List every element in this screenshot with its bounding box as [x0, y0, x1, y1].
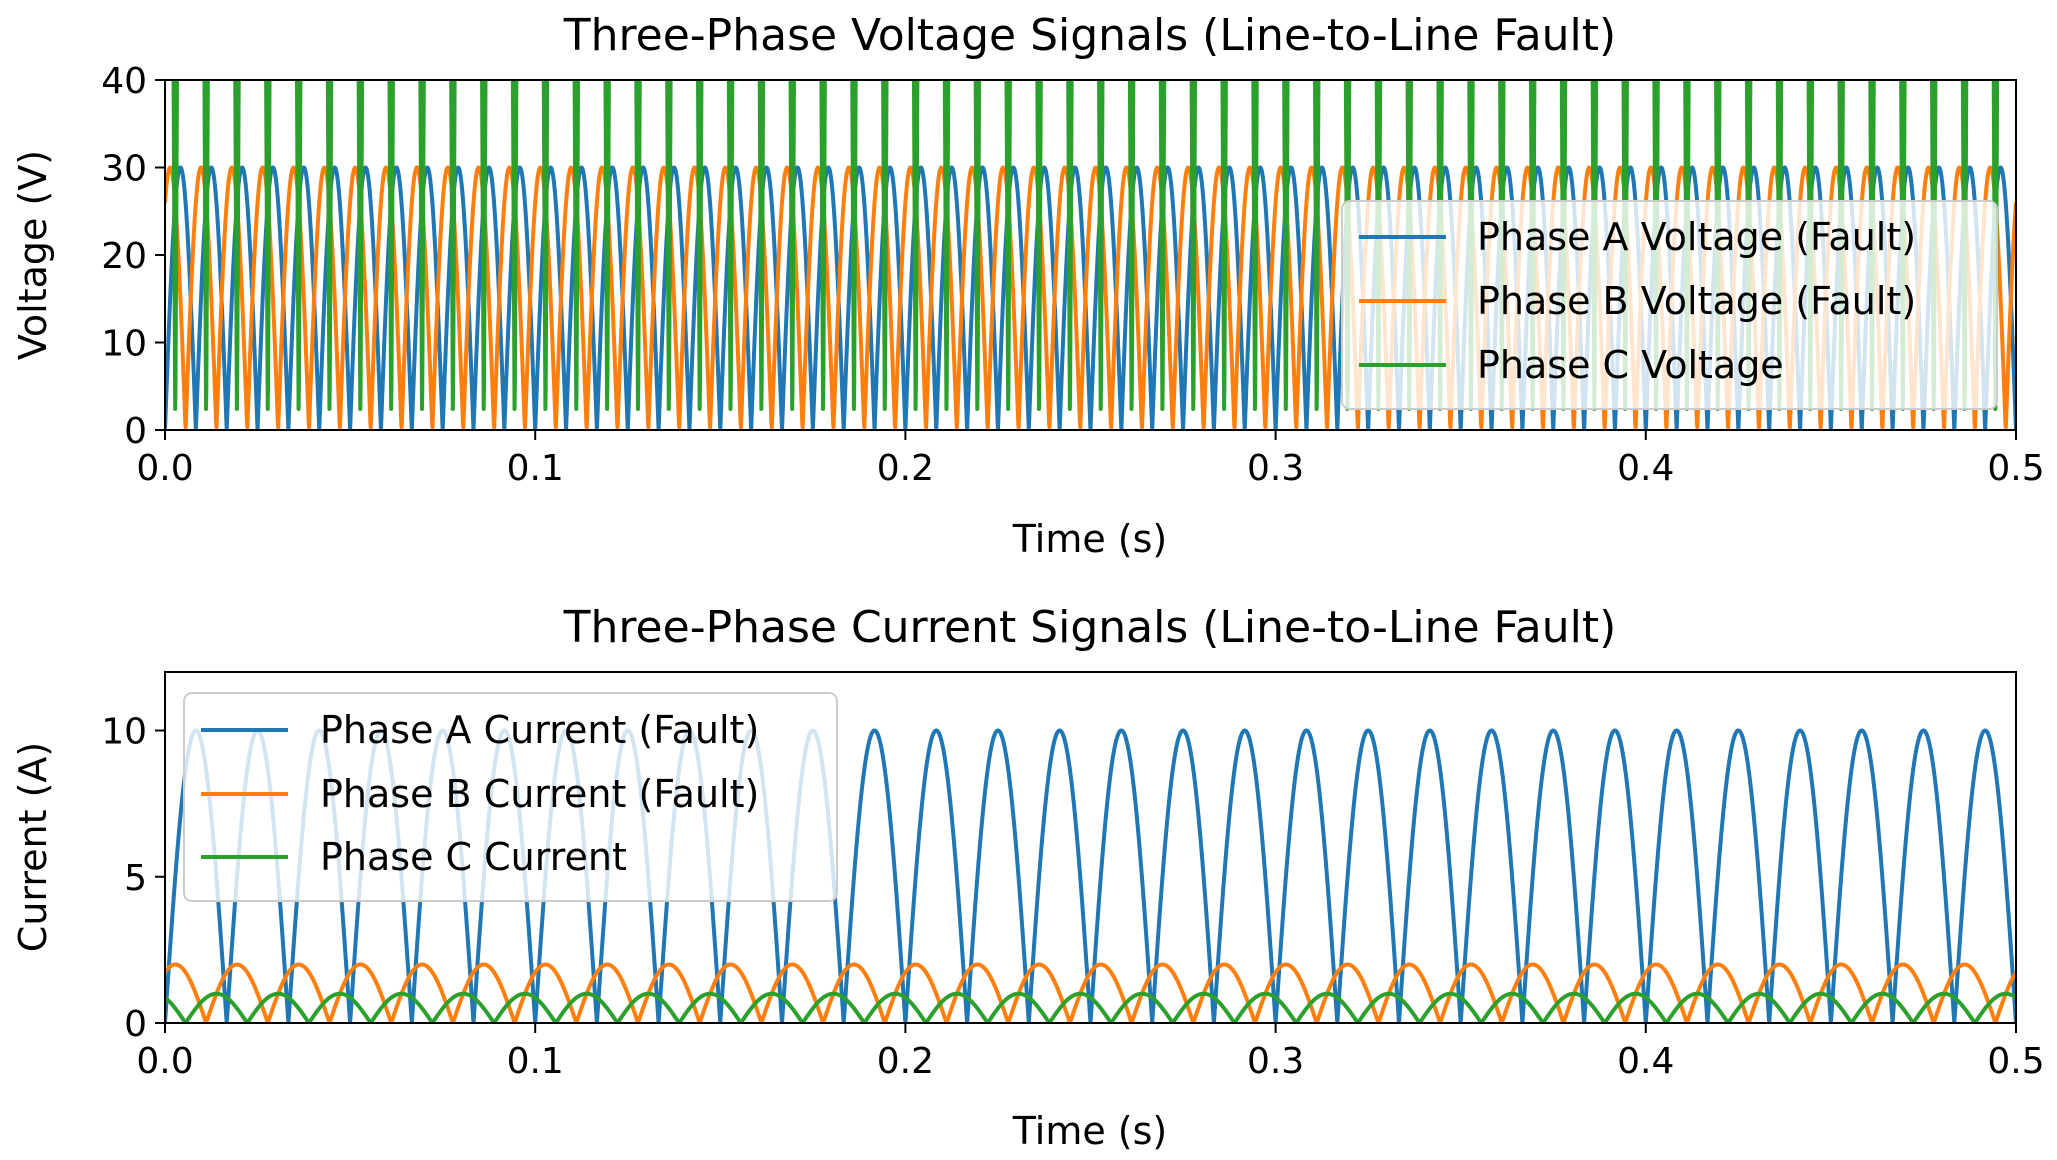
voltage-x-tick-label: 0.5: [1987, 448, 2044, 489]
current-legend-label-a: Phase A Current (Fault): [320, 708, 759, 752]
voltage-x-ticks: 0.0 0.1 0.2 0.3 0.4 0.5: [136, 430, 2045, 489]
current-series-line-b: [165, 962, 2016, 1023]
current-x-ticks: 0.0 0.1 0.2 0.3 0.4 0.5: [136, 1023, 2045, 1082]
current-y-ticks: 0 5 10: [101, 712, 165, 1045]
current-chart-title: Three-Phase Current Signals (Line-to-Lin…: [563, 602, 1617, 653]
current-x-tick-label: 0.0: [136, 1041, 193, 1082]
current-plot-frame: [164, 671, 2017, 1024]
current-legend-label-c: Phase C Current: [320, 835, 627, 879]
voltage-y-tick-label: 40: [101, 61, 147, 102]
voltage-legend-label-b: Phase B Voltage (Fault): [1477, 279, 1916, 323]
current-x-tick-label: 0.5: [1987, 1041, 2044, 1082]
voltage-y-tick-label: 10: [101, 324, 147, 365]
current-y-tick-label: 0: [124, 1004, 147, 1045]
current-legend-box: [183, 692, 838, 902]
current-legend: Phase A Current (Fault) Phase B Current …: [183, 692, 838, 902]
voltage-legend-label-c: Phase C Voltage: [1477, 343, 1784, 387]
voltage-chart: Three-Phase Voltage Signals (Line-to-Lin…: [11, 10, 2045, 561]
current-y-tick-label: 10: [101, 712, 147, 753]
current-series-line-c: [165, 991, 2016, 1023]
voltage-y-tick-label: 20: [101, 236, 147, 277]
voltage-x-tick-label: 0.1: [507, 448, 564, 489]
voltage-y-axis-label: Voltage (V): [11, 150, 55, 360]
voltage-x-tick-label: 0.0: [136, 448, 193, 489]
voltage-x-tick-label: 0.2: [877, 448, 934, 489]
current-x-tick-label: 0.4: [1617, 1041, 1674, 1082]
current-legend-label-b: Phase B Current (Fault): [320, 772, 759, 816]
current-chart: Three-Phase Current Signals (Line-to-Lin…: [11, 602, 2045, 1153]
voltage-y-tick-label: 0: [124, 411, 147, 452]
current-x-tick-label: 0.3: [1247, 1041, 1304, 1082]
current-x-tick-label: 0.2: [877, 1041, 934, 1082]
voltage-legend: Phase A Voltage (Fault) Phase B Voltage …: [1341, 200, 1998, 410]
voltage-y-tick-label: 30: [101, 149, 147, 190]
voltage-legend-box: [1341, 200, 1998, 410]
current-x-axis-label: Time (s): [1012, 1109, 1168, 1153]
voltage-chart-title: Three-Phase Voltage Signals (Line-to-Lin…: [563, 10, 1616, 61]
current-y-axis-label: Current (A): [11, 742, 55, 952]
current-y-tick-label: 5: [124, 858, 147, 899]
voltage-legend-label-a: Phase A Voltage (Fault): [1477, 215, 1916, 259]
current-x-tick-label: 0.1: [507, 1041, 564, 1082]
voltage-x-tick-label: 0.4: [1617, 448, 1674, 489]
voltage-x-tick-label: 0.3: [1247, 448, 1304, 489]
voltage-x-axis-label: Time (s): [1012, 517, 1168, 561]
current-plot-lines: [165, 728, 2016, 1023]
voltage-y-ticks: 0 10 20 30 40: [101, 61, 165, 452]
